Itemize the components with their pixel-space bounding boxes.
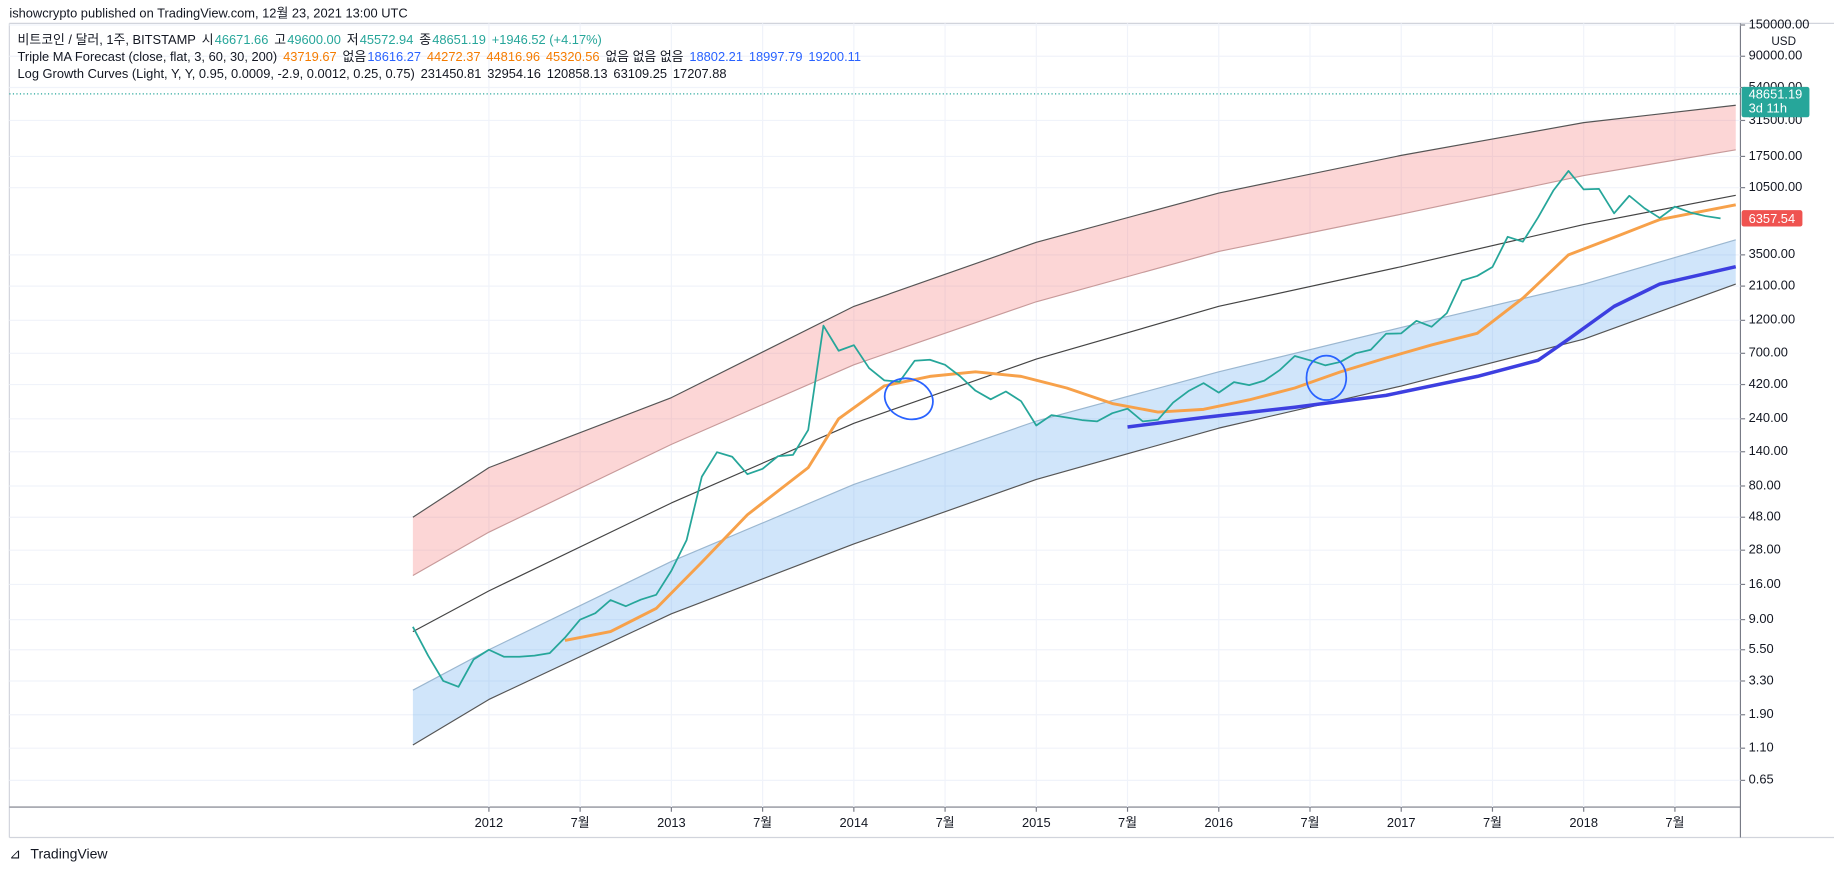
legend-value: 44272.37 [427, 49, 481, 64]
legend-value: 44816.96 [486, 49, 540, 64]
legend-value: 19200.11 [808, 49, 861, 64]
x-tick-label: 2017 [1387, 815, 1416, 830]
y-tick-label: 28.00 [1749, 542, 1781, 557]
legend-value: 48651.19 [432, 32, 486, 47]
y-tick-label: 3.30 [1749, 672, 1774, 687]
x-tick-label: 7월 [1118, 815, 1137, 830]
y-tick-label: 150000.00 [1749, 16, 1810, 31]
series-line [412, 194, 1736, 633]
x-tick-label: 2012 [475, 815, 504, 830]
legend-value: 43719.67 [283, 49, 337, 64]
legend-value: 고 [274, 32, 286, 47]
x-tick-label: 2016 [1204, 815, 1233, 830]
close-box [1741, 210, 1803, 227]
legend-value: 저 [347, 32, 359, 47]
legend-value: 45572.94 [360, 32, 414, 47]
legend-value: 18616.27 [367, 49, 421, 64]
footer: TradingView [30, 846, 108, 862]
legend-value: 17207.88 [673, 66, 727, 81]
legend-row: Log Growth Curves (Light, Y, Y, 0.95, 0.… [18, 66, 727, 81]
annotation-circle [1305, 354, 1348, 401]
series-line [412, 149, 1736, 577]
legend-label: Log Growth Curves (Light, Y, Y, 0.95, 0.… [18, 66, 415, 81]
y-tick-label: 17500.00 [1749, 148, 1803, 163]
series-line [412, 170, 1721, 688]
close-label: 6357.54 [1749, 211, 1795, 226]
x-tick-label: 2015 [1022, 815, 1051, 830]
countdown: 3d 11h [1749, 100, 1787, 115]
x-tick-label: 2018 [1569, 815, 1598, 830]
y-tick-label: 1.10 [1749, 740, 1774, 755]
x-tick-label: 7월 [1665, 815, 1684, 830]
x-tick-label: 7월 [1483, 815, 1502, 830]
y-tick-label: 5.50 [1749, 641, 1774, 656]
y-tick-label: 1200.00 [1749, 312, 1795, 327]
legend-value: 없음 [343, 49, 367, 64]
y-tick-label: 16.00 [1749, 576, 1781, 591]
x-tick-label: 7월 [571, 815, 590, 830]
axes: 150000.0090000.0054000.0031500.0017500.0… [475, 16, 1810, 830]
y-tick-label: 240.00 [1749, 410, 1788, 425]
x-tick-label: 2014 [840, 815, 869, 830]
legend-value: 시 [202, 32, 214, 47]
y-tick-label: 48.00 [1749, 509, 1781, 524]
header-bg [0, 0, 1834, 23]
y-tick-label: 9.00 [1749, 611, 1774, 626]
band-fill [412, 239, 1736, 745]
legend-value: 종 [419, 32, 431, 47]
x-tick-label: 2013 [657, 815, 686, 830]
legend-value: 32954.16 [487, 66, 541, 81]
legend-row: 비트코인 / 달러, 1주, BITSTAMP 시46671.66 고49600.0… [18, 32, 602, 47]
brand-logo: ⊿ [9, 846, 21, 862]
legend-value: 49600.00 [287, 32, 341, 47]
legend-label: Triple MA Forecast (close, flat, 3, 60, … [18, 49, 278, 64]
y-tick-label: 80.00 [1749, 477, 1781, 492]
series-line [564, 203, 1737, 642]
byline: ishowcrypto published on TradingView.com… [9, 5, 407, 20]
y-tick-label: 90000.00 [1749, 48, 1803, 63]
legend-label: 비트코인 / 달러, 1주, BITSTAMP [18, 32, 196, 47]
y-tick-label: 140.00 [1749, 443, 1788, 458]
legend-value: 120858.13 [547, 66, 608, 81]
legend-value: 없음 없음 없음 [605, 49, 683, 64]
y-tick-label: 420.00 [1749, 376, 1788, 391]
x-tick-label: 7월 [753, 815, 772, 830]
last-price-box [1741, 86, 1810, 118]
legend: 비트코인 / 달러, 1주, BITSTAMP 시46671.66 고49600.0… [18, 32, 861, 81]
legend-value: 231450.81 [421, 66, 482, 81]
legend-value: 45320.56 [546, 49, 600, 64]
currency: USD [1771, 35, 1796, 48]
series-line [412, 283, 1736, 746]
band-fill [412, 105, 1736, 576]
legend-value: 46671.66 [215, 32, 269, 47]
legend-row: Triple MA Forecast (close, flat, 3, 60, … [18, 49, 861, 64]
y-tick-label: 700.00 [1749, 345, 1788, 360]
legend-value: 18802.21 [689, 49, 743, 64]
series-line [412, 104, 1736, 518]
y-tick-label: 2100.00 [1749, 277, 1795, 292]
y-tick-label: 10500.00 [1749, 179, 1803, 194]
legend-value: 18997.79 [749, 49, 803, 64]
y-tick-label: 3500.00 [1749, 246, 1795, 261]
legend-value: 63109.25 [613, 66, 667, 81]
x-tick-label: 7월 [1301, 815, 1320, 830]
plot [9, 93, 1741, 746]
last-price-label: 48651.19 [1749, 86, 1803, 101]
legend-value: +1946.52 (+4.17%) [492, 32, 602, 47]
annotation-circle [883, 377, 934, 421]
grid [9, 23, 1741, 808]
y-tick-label: 1.90 [1749, 706, 1774, 721]
x-tick-label: 7월 [936, 815, 955, 830]
y-tick-label: 0.65 [1749, 772, 1774, 787]
series-line [1127, 264, 1737, 429]
